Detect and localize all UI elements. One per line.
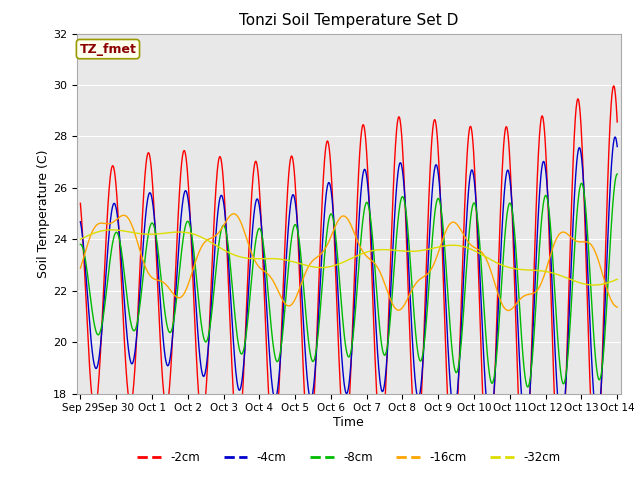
Title: Tonzi Soil Temperature Set D: Tonzi Soil Temperature Set D [239,13,458,28]
X-axis label: Time: Time [333,416,364,429]
Legend: -2cm, -4cm, -8cm, -16cm, -32cm: -2cm, -4cm, -8cm, -16cm, -32cm [132,446,565,469]
Y-axis label: Soil Temperature (C): Soil Temperature (C) [37,149,50,278]
Text: TZ_fmet: TZ_fmet [79,43,136,56]
